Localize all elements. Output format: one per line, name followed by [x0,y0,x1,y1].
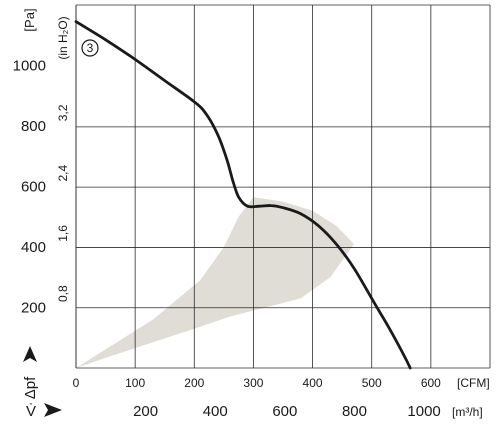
y-axis-symbol: Δpf [22,376,39,399]
x-unit-cfm: [CFM] [457,376,490,390]
y-unit-inh2o: (in H₂O) [56,16,70,59]
y-tick-label-inh2o: 0,8 [56,285,70,302]
x-tick-label-cfm: 100 [125,376,145,390]
series-label-circle [81,39,99,57]
x-tick-label-m3h: 1000 [407,403,440,420]
x-tick-label-m3h: 800 [342,403,367,420]
x-tick-label-cfm: 0 [73,376,80,390]
x-axis-arrow-icon [44,403,62,417]
y-tick-label-inh2o: 2,4 [56,165,70,182]
x-tick-label-cfm: 600 [421,376,441,390]
y-tick-label-inh2o: 1,6 [56,225,70,242]
x-tick-label-m3h: 200 [133,403,158,420]
x-tick-label-m3h: 600 [272,403,297,420]
operating-region [76,197,354,368]
x-tick-label-cfm: 200 [184,376,204,390]
y-unit-pa: [Pa] [22,8,37,31]
y-tick-label-inh2o: 3,2 [56,104,70,121]
x-tick-label-cfm: 500 [362,376,382,390]
x-tick-label-cfm: 300 [243,376,263,390]
x-unit-m3h: [m³/h] [452,405,483,419]
y-axis-arrow-icon [23,346,37,362]
series-label: 3 [87,41,94,55]
y-tick-label-pa: 200 [21,300,46,317]
x-axis-symbol: V̇ [26,403,36,420]
y-tick-label-pa: 400 [21,239,46,256]
series-line [74,20,412,370]
x-tick-label-cfm: 400 [303,376,323,390]
y-tick-label-pa: 800 [21,118,46,135]
y-tick-label-pa: 1000 [13,58,46,75]
y-tick-label-pa: 600 [21,179,46,196]
x-tick-label-m3h: 400 [203,403,228,420]
